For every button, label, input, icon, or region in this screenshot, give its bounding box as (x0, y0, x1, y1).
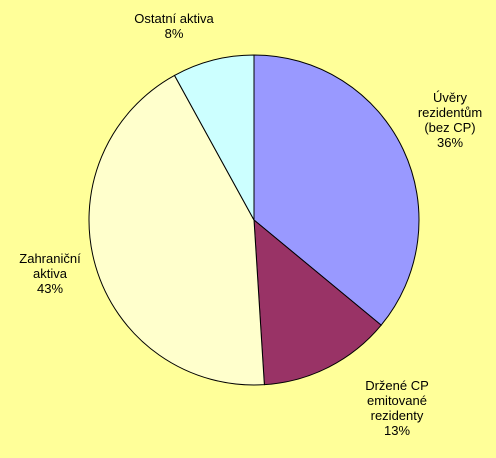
pie-slice (253, 54, 420, 326)
category-label: Držené CP emitované rezidenty (365, 378, 429, 423)
value-label: 13% (384, 423, 410, 438)
slice-label: Úvěry rezidentům (bez CP)36% (418, 90, 482, 150)
value-label: 36% (437, 135, 463, 150)
value-label: 43% (37, 281, 63, 296)
category-label: Úvěry rezidentům (bez CP) (418, 90, 482, 135)
category-label: Zahraniční aktiva (19, 251, 81, 281)
pie-slice (173, 54, 255, 221)
pie-slice (253, 218, 382, 386)
category-label: Ostatní aktiva (134, 11, 214, 26)
pie-slice (88, 74, 265, 386)
value-label: 8% (165, 26, 184, 41)
